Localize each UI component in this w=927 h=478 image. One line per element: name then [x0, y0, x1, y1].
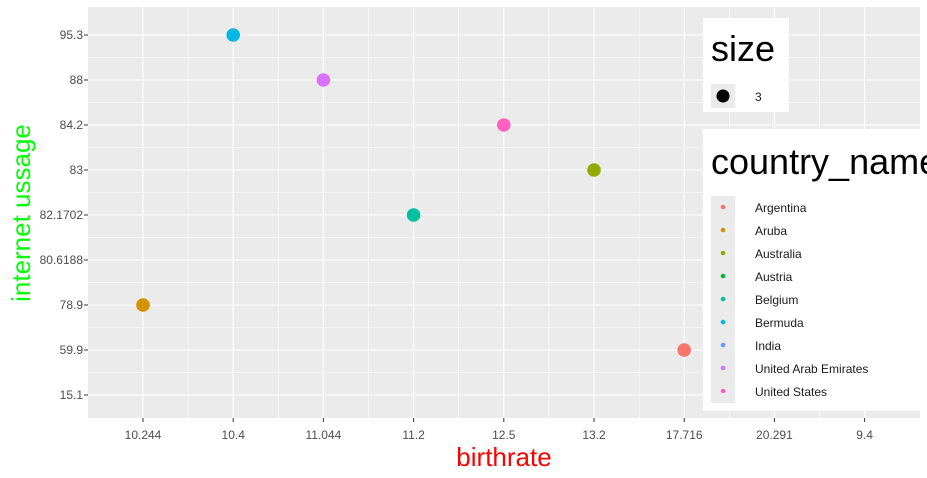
- legend-key: [720, 204, 726, 210]
- legend-label: United States: [755, 385, 827, 399]
- y-tick-label: 84.2: [60, 118, 84, 132]
- y-tick-label: 82.1702: [40, 208, 84, 222]
- size-legend-label: 3: [755, 90, 762, 104]
- data-point: [226, 28, 240, 42]
- x-tick-label: 10.4: [222, 428, 246, 442]
- x-tick-label: 20.291: [756, 428, 793, 442]
- x-tick-label: 13.2: [582, 428, 606, 442]
- size-legend: size 3: [703, 18, 789, 112]
- size-legend-title: size: [711, 28, 775, 69]
- data-point: [497, 118, 511, 132]
- data-point: [136, 298, 150, 312]
- y-tick-label: 15.1: [60, 388, 84, 402]
- y-tick-label: 95.3: [60, 28, 84, 42]
- x-tick-label: 9.4: [856, 428, 873, 442]
- legend-key: [720, 227, 726, 233]
- color-legend-title: country_name: [711, 141, 927, 182]
- legend-label: Bermuda: [755, 316, 804, 330]
- y-axis-title: internet ussage: [6, 124, 36, 302]
- x-tick-label: 12.5: [492, 428, 516, 442]
- legend-label: Australia: [755, 247, 802, 261]
- data-point: [677, 343, 691, 357]
- data-point: [406, 208, 421, 222]
- x-tick-label: 11.044: [305, 428, 341, 442]
- legend-label: Austria: [755, 270, 793, 284]
- tick-marks: 10.244 10.4 11.044 11.2 12.5 13.2 17.716 20.291…: [40, 28, 874, 442]
- x-tick-label: 11.2: [402, 428, 425, 442]
- legend-key: [720, 365, 726, 371]
- legend-key: [720, 388, 726, 394]
- y-tick-label: 78.9: [60, 298, 84, 312]
- legend-key: [720, 296, 726, 302]
- legend-label: United Arab Emirates: [755, 362, 868, 376]
- legend-key: [720, 273, 726, 279]
- data-point: [316, 73, 331, 87]
- x-axis-title: birthrate: [456, 442, 551, 472]
- legend-label: Aruba: [755, 224, 787, 238]
- legend-label: India: [755, 339, 781, 353]
- data-points: [136, 28, 691, 357]
- legend-key: [720, 250, 726, 256]
- y-tick-label: 59.9: [60, 343, 84, 357]
- y-tick-label: 88: [70, 73, 84, 87]
- legend-key: [720, 342, 726, 348]
- legend-label: Argentina: [755, 201, 807, 215]
- data-point: [587, 163, 601, 177]
- y-tick-label: 80.6188: [40, 253, 84, 267]
- y-tick-label: 83: [70, 163, 84, 177]
- x-tick-label: 10.244: [125, 428, 162, 442]
- legend-key: [720, 319, 726, 325]
- size-legend-key: [716, 89, 730, 103]
- legend-label: Belgium: [755, 293, 798, 307]
- color-legend: country_name Argentina Aruba Australia Aust…: [703, 129, 927, 411]
- x-tick-label: 17.716: [666, 428, 703, 442]
